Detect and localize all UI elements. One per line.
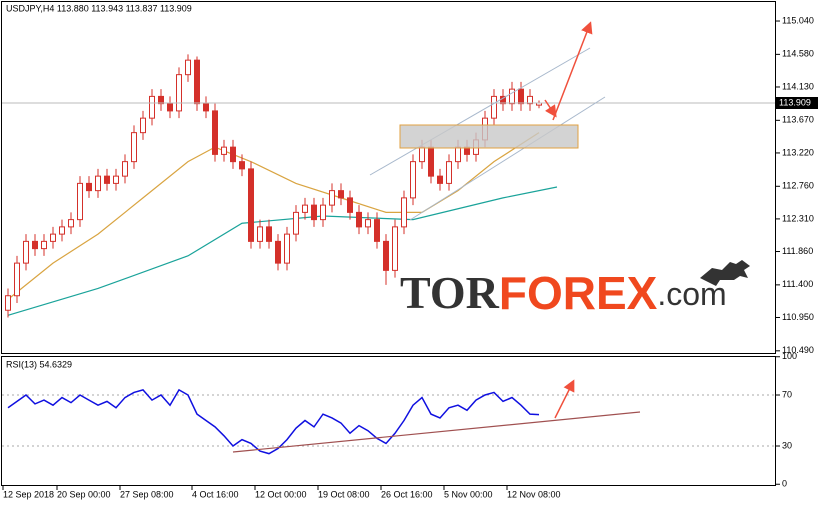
y-tick-label: 113.220 — [782, 147, 814, 157]
candle-body — [347, 197, 353, 213]
candle-body — [23, 240, 29, 264]
candle-body — [77, 182, 83, 221]
arrow-up — [552, 21, 593, 121]
candle-body — [122, 161, 128, 177]
candle-body — [527, 95, 533, 105]
y-tick-label: 111.860 — [782, 246, 813, 256]
candle-body — [410, 161, 416, 199]
bull-icon — [700, 260, 750, 286]
y-tick-label: 110.950 — [782, 312, 814, 322]
candle-body — [41, 240, 47, 250]
y-tick-label: 114.130 — [782, 81, 814, 91]
rsi-line — [7, 388, 540, 455]
candle-body — [338, 190, 344, 199]
candle-body — [446, 161, 452, 184]
y-tick-label: 115.040 — [782, 15, 814, 25]
candle-body — [365, 219, 371, 228]
channel-upper — [369, 47, 591, 176]
rsi-tick-label: 70 — [782, 389, 792, 399]
last-price-label: 113.909 — [779, 97, 811, 107]
candle-body — [194, 59, 200, 105]
moving-average — [7, 132, 540, 300]
candle-body — [131, 132, 137, 163]
y-tick-label: 112.310 — [782, 213, 814, 223]
x-tick-label: 26 Oct 16:00 — [381, 489, 433, 499]
y-tick-label: 111.400 — [782, 279, 813, 289]
candle-body — [239, 161, 245, 170]
candle-body — [248, 168, 254, 242]
candle-body — [311, 204, 317, 221]
candle-body — [302, 204, 308, 213]
rsi-arrow — [554, 379, 575, 419]
candle-body — [14, 262, 20, 297]
candle-body — [491, 95, 497, 119]
rsi-trendline — [232, 411, 641, 453]
candle-body — [68, 219, 74, 228]
candle-body — [266, 226, 272, 242]
candle-body — [176, 74, 182, 112]
candle-body — [401, 197, 407, 228]
candle-body — [257, 226, 263, 242]
x-tick-label: 4 Oct 16:00 — [192, 489, 239, 499]
x-tick-label: 12 Oct 00:00 — [255, 489, 307, 499]
watermark-tor: TOR — [400, 267, 500, 318]
candle-body — [509, 88, 515, 105]
y-tick-label: 110.490 — [782, 345, 814, 355]
candle-body — [437, 175, 443, 184]
price-header: USDJPY,H4 113.880 113.943 113.837 113.90… — [6, 3, 192, 13]
candle-body — [320, 204, 326, 221]
x-tick-label: 20 Sep 00:00 — [57, 489, 111, 499]
channel-lower — [409, 96, 606, 221]
candle-body — [518, 88, 524, 105]
rsi-tick-label: 100 — [782, 351, 797, 361]
candle-body — [149, 95, 155, 119]
candle-body — [230, 146, 236, 163]
candle-body — [158, 95, 164, 105]
price-panel — [1, 1, 776, 354]
rsi-header: RSI(13) 54.6329 — [6, 359, 72, 369]
arrow-down — [544, 99, 557, 118]
candle-body — [104, 175, 110, 184]
x-tick-label: 5 Nov 00:00 — [444, 489, 493, 499]
y-tick-label: 112.760 — [782, 181, 814, 191]
x-tick-label: 12 Sep 2018 — [3, 489, 54, 499]
candle-body — [284, 233, 290, 264]
x-tick-label: 19 Oct 08:00 — [318, 489, 370, 499]
candle-body — [95, 175, 101, 192]
candle-body — [185, 59, 191, 76]
candle-body — [374, 219, 380, 242]
candle-body — [383, 240, 389, 271]
candle-body — [59, 226, 65, 235]
candle-body — [5, 295, 11, 311]
candle-body — [293, 211, 299, 235]
y-tick-label: 113.670 — [782, 115, 814, 125]
x-tick-label: 12 Nov 08:00 — [507, 489, 561, 499]
candle-body — [455, 146, 461, 163]
candle-body — [113, 175, 119, 184]
last-price-box — [776, 97, 818, 110]
rsi-panel — [1, 356, 776, 486]
candle-body — [428, 146, 434, 177]
candle-body — [203, 103, 209, 112]
watermark-forex: FOREX — [499, 267, 658, 319]
candle-body — [212, 110, 218, 155]
y-tick-label: 114.580 — [782, 49, 814, 59]
rsi-tick-label: 0 — [782, 479, 787, 489]
candle-body — [329, 190, 335, 206]
candle-body — [32, 240, 38, 250]
x-tick-label: 27 Sep 08:00 — [120, 489, 174, 499]
candle-body — [167, 103, 173, 112]
zone — [399, 124, 579, 149]
candle-body — [275, 240, 281, 264]
rsi-tick-label: 30 — [782, 440, 792, 450]
candle-body — [419, 146, 425, 163]
candle-body — [50, 233, 56, 242]
candle-body — [221, 146, 227, 155]
candle-body — [392, 226, 398, 271]
candle-body — [86, 182, 92, 192]
candle-body — [140, 117, 146, 134]
candle-body — [356, 211, 362, 228]
